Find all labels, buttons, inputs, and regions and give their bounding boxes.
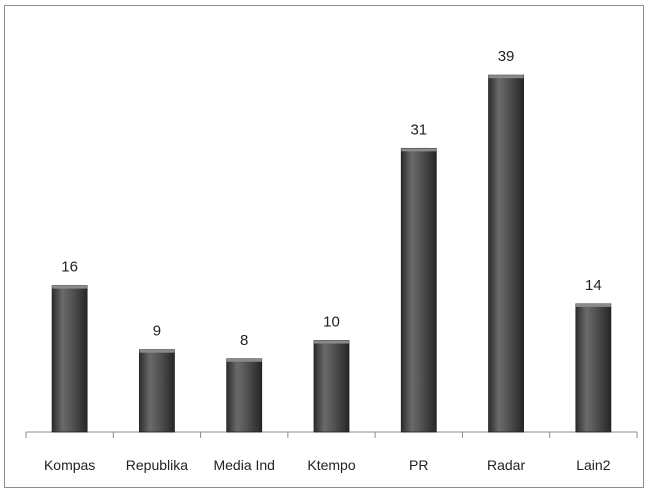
bar-ktempo — [313, 340, 350, 433]
bar-top-highlight — [488, 75, 524, 79]
bar-top-highlight — [226, 358, 262, 362]
data-label: 8 — [240, 332, 248, 349]
data-label: 9 — [153, 323, 161, 340]
bar-republika — [139, 349, 175, 433]
data-label: 31 — [410, 121, 427, 138]
bar-kompas — [51, 285, 88, 433]
bar-media-ind — [226, 358, 263, 433]
data-label: 14 — [585, 277, 602, 294]
data-label: 10 — [323, 314, 340, 331]
bar-top-highlight — [575, 303, 611, 307]
category-label: Lain2 — [576, 457, 610, 473]
bar-top-highlight — [401, 148, 437, 152]
category-label: Ktempo — [307, 457, 355, 473]
bar-pr — [400, 147, 437, 433]
bar-top-highlight — [139, 349, 175, 353]
bar-top-highlight — [52, 285, 88, 289]
data-label: 16 — [61, 259, 78, 276]
bar-top-highlight — [314, 340, 349, 344]
category-label: Republika — [126, 457, 188, 473]
category-label: Radar — [487, 457, 525, 473]
category-label: Media Ind — [213, 457, 274, 473]
data-label: 39 — [498, 48, 515, 65]
bar-radar — [488, 74, 524, 433]
category-label: PR — [409, 457, 428, 473]
category-label: Kompas — [44, 457, 95, 473]
bar-lain2 — [575, 303, 612, 433]
